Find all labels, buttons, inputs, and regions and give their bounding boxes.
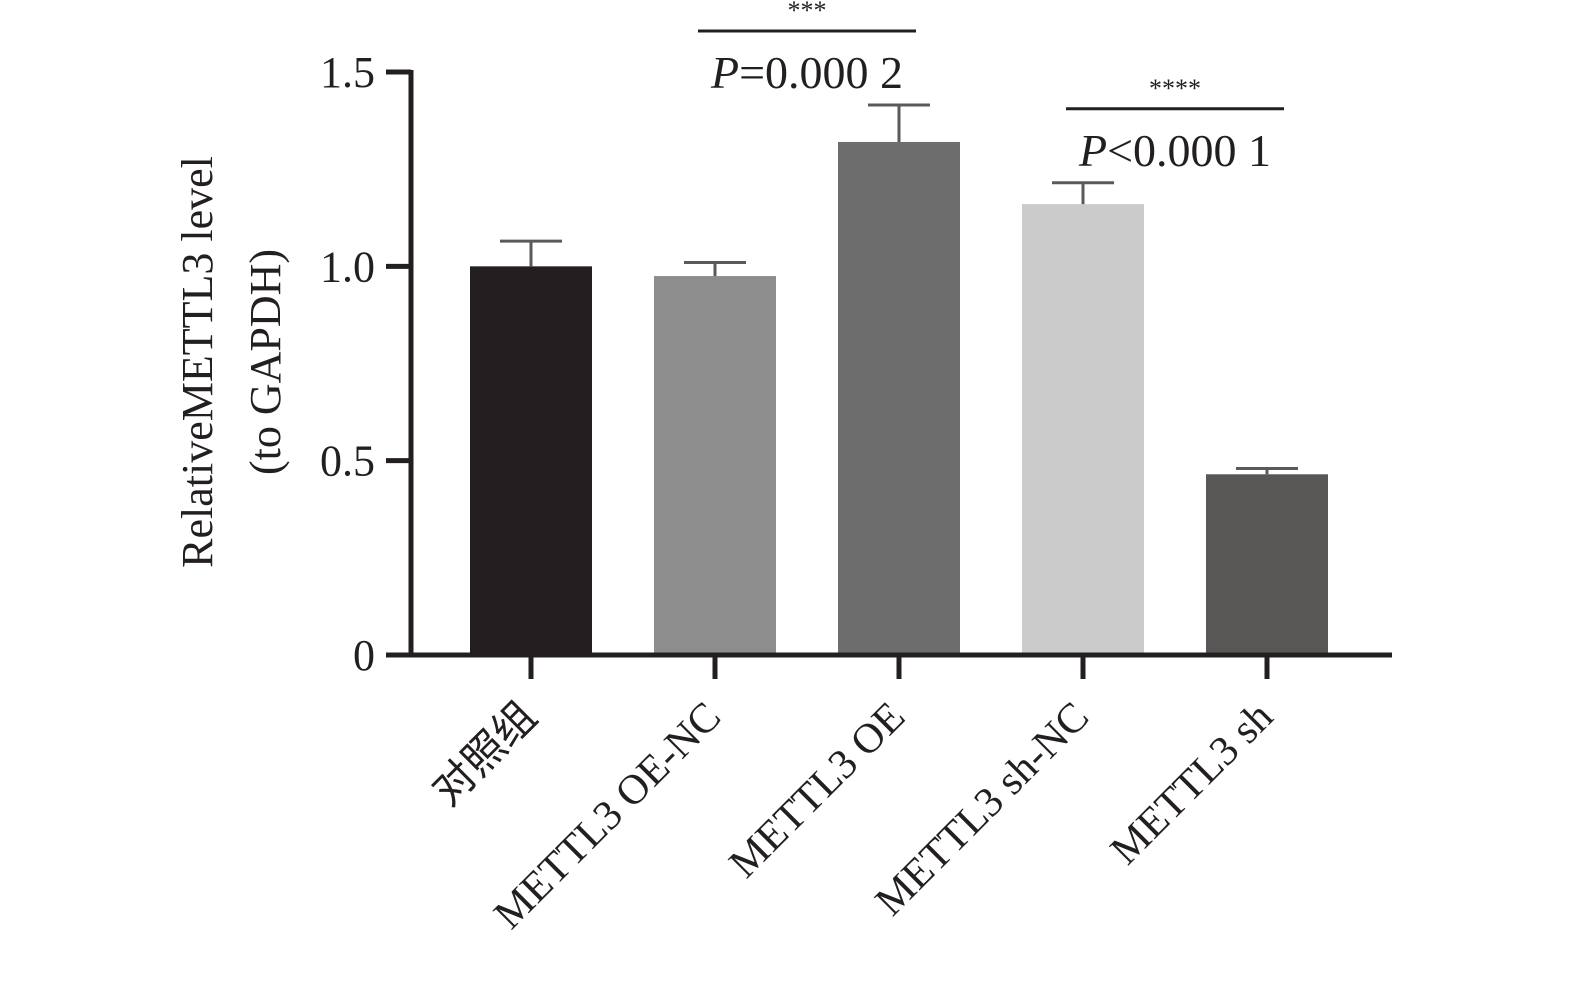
p-value-label-1: P<0.000 1 [1078, 125, 1271, 176]
bar-3 [1022, 204, 1144, 655]
significance-stars-1: **** [1149, 74, 1201, 103]
p-value-number-0: =0.000 2 [739, 47, 903, 98]
p-value-label-0: P=0.000 2 [710, 47, 903, 98]
p-value-number-1: <0.000 1 [1107, 125, 1271, 176]
y-ticks-layer: 0 0.5 1.0 1.5 [320, 48, 411, 680]
y-tick-label-2: 1.0 [320, 242, 375, 291]
bar-4 [1206, 474, 1328, 655]
x-category-label-0: 对照组 [424, 694, 546, 816]
x-category-label-4: METTL3 sh [1102, 694, 1282, 874]
p-value-symbol-1: P [1078, 125, 1107, 176]
bar-2 [838, 141, 960, 655]
y-tick-label-1: 0.5 [320, 437, 375, 486]
x-category-label-2: METTL3 OE [721, 694, 914, 887]
bar-0 [470, 266, 592, 655]
y-axis-title-line1: RelativeMETTL3 level [173, 156, 222, 568]
p-value-symbol-0: P [710, 47, 739, 98]
significance-layer: ***P=0.000 2 ****P<0.000 1 [698, 0, 1284, 176]
y-axis-title-line2: (to GAPDH) [241, 249, 290, 475]
bars-layer [470, 141, 1328, 655]
bar-1 [654, 276, 776, 655]
y-tick-label-0: 0 [353, 631, 375, 680]
error-bars-layer [500, 103, 1298, 475]
y-axis-title: RelativeMETTL3 level (to GAPDH) [173, 156, 290, 568]
significance-stars-0: *** [788, 0, 827, 25]
y-tick-label-3: 1.5 [320, 48, 375, 97]
